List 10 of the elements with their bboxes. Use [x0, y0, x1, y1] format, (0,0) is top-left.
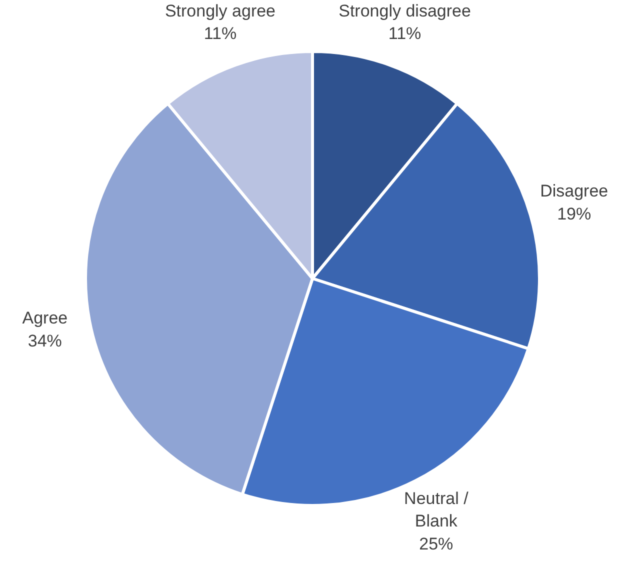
data-label: 25%: [419, 534, 454, 554]
data-label: 11%: [388, 24, 422, 44]
slice-label: Agree: [22, 308, 68, 328]
data-label: 11%: [204, 24, 237, 44]
data-label: 34%: [28, 331, 62, 350]
slice-label: Disagree: [540, 182, 608, 201]
data-label: 19%: [557, 204, 592, 224]
slice-label: Strongly agree: [164, 1, 276, 20]
slice-label: Neutral / Blank: [404, 488, 469, 531]
slice-label: Strongly disagree: [338, 1, 471, 20]
